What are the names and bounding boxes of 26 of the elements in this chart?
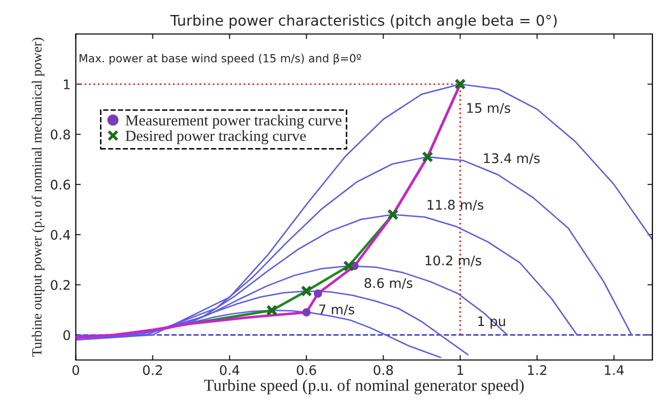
y-axis-title: Turbine output power (p.u of nominal mechanical power) — [32, 38, 44, 357]
annotation: 11.8 m/s — [428, 200, 484, 211]
x-tick-label: 1.4 — [604, 365, 624, 375]
y-tick-label: 0.4 — [50, 230, 70, 240]
legend-label: Desired power tracking curve — [126, 130, 306, 144]
annotation: 8.6 m/s — [364, 278, 412, 290]
annotation: 10.2 m/s — [426, 255, 482, 266]
x-tick-label: 0 — [72, 365, 80, 376]
y-tick-label: 0.8 — [50, 130, 70, 140]
legend-label: Measurement power tracking curve — [126, 114, 342, 129]
y-tick-label: 0.6 — [50, 180, 70, 190]
x-tick-label: 0.6 — [296, 365, 316, 376]
x-tick-label: 0.8 — [374, 365, 393, 376]
annotation: 7 m/s — [319, 304, 354, 316]
annotation: 13.4 m/s — [484, 153, 540, 164]
x-tick-label: 1.2 — [528, 365, 546, 375]
x-tick-label: 0.4 — [220, 365, 240, 376]
x-axis-title: Turbine speed (p.u. of nominal generator speed) — [204, 379, 524, 394]
y-tick-label: 1 — [64, 80, 70, 90]
y-tick-label: 0.2 — [50, 280, 70, 290]
x-tick-label: 0.2 — [143, 365, 162, 376]
annotation: 15 m/s — [467, 103, 510, 114]
y-tick-label: 0 — [63, 330, 70, 340]
x-tick-label: 1 — [457, 365, 464, 375]
chart-title: Turbine power characteristics (pitch angle beta = 0°) — [170, 14, 557, 29]
annotation: Max. power at base wind speed (15 m/s) and β=0º — [80, 54, 361, 65]
